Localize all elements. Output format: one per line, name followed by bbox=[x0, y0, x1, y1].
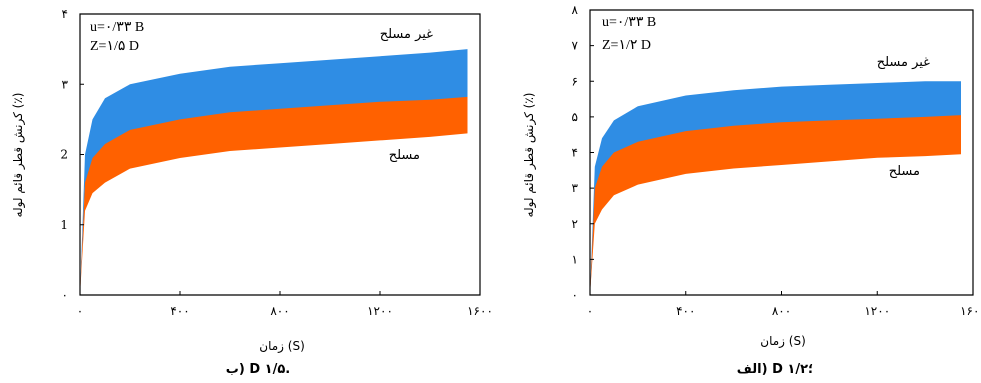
left-x-tick-label: ۸۰۰ bbox=[270, 304, 289, 318]
right-param-z: Z=۱/۲ D bbox=[602, 38, 651, 53]
left-bands bbox=[80, 49, 468, 296]
right-y-tick-label: ۴ bbox=[572, 146, 578, 160]
left-label-unreinforced: غیر مسلح bbox=[380, 27, 433, 42]
left-y-axis-title: کرنش قطر قائم لوله (٪) bbox=[11, 93, 26, 218]
left-x-axis-title: زمان (S) bbox=[259, 339, 305, 354]
right-label-reinforced: مسلح bbox=[889, 164, 920, 179]
left-x-tick-label: ۴۰۰ bbox=[170, 304, 189, 318]
left-x-tick-label: ۱۶۰۰ bbox=[467, 304, 493, 318]
right-x-tick-label: ۴۰۰ bbox=[676, 304, 695, 318]
left-caption: ب) D ۱/۵. bbox=[226, 362, 290, 377]
right-label-unreinforced: غیر مسلح bbox=[877, 55, 930, 70]
right-y-tick-label: ۶ bbox=[572, 74, 578, 88]
left-x-tick-label: ۱۲۰۰ bbox=[367, 304, 393, 318]
right-y-tick-label: ۳ bbox=[572, 181, 579, 195]
right-x-axis-title: زمان (S) bbox=[760, 334, 806, 349]
left-x-tick-label: ۰ bbox=[77, 304, 83, 318]
chart-left: ۰ ۴۰۰ ۸۰۰ ۱۲۰۰ ۱۶۰۰ ۰ 1 2 ۳ ۴ u=۰/۳۳ B Z=۱/۵ D غی… bbox=[11, 7, 493, 377]
left-param-z: Z=۱/۵ D bbox=[90, 39, 139, 54]
right-y-tick-label: ۷ bbox=[572, 39, 579, 53]
right-y-tick-label: ۸ bbox=[572, 3, 579, 17]
right-x-tick-label: ۱۶۰۰ bbox=[960, 304, 981, 318]
right-y-tick-label: ۰ bbox=[572, 288, 578, 302]
right-y-tick-label: ۱ bbox=[572, 252, 578, 266]
right-bands bbox=[590, 81, 961, 295]
right-ticks: ۰ ۴۰۰ ۸۰۰ ۱۲۰۰ ۱۶۰۰ ۰ ۱ ۲ ۳ ۴ ۵ ۶ ۷ ۸ bbox=[572, 3, 981, 318]
right-caption: الف) D ۱/۲؛ bbox=[737, 362, 813, 377]
right-y-tick-label: ۲ bbox=[572, 217, 578, 231]
chart-right: ۰ ۴۰۰ ۸۰۰ ۱۲۰۰ ۱۶۰۰ ۰ ۱ ۲ ۳ ۴ ۵ ۶ ۷ ۸ u=۰/۳۳ B Z=۱/۲ … bbox=[522, 3, 981, 377]
left-label-reinforced: مسلح bbox=[389, 148, 420, 163]
right-y-tick-label: ۵ bbox=[572, 110, 578, 124]
right-param-u: u=۰/۳۳ B bbox=[602, 15, 656, 30]
right-y-axis-title: کرنش قطر قائم لوله (٪) bbox=[522, 93, 537, 218]
left-band-unreinforced bbox=[80, 49, 468, 295]
right-x-tick-label: ۸۰۰ bbox=[772, 304, 791, 318]
left-band-reinforced bbox=[80, 96, 468, 296]
left-y-tick-label: ۴ bbox=[62, 7, 68, 21]
right-band-unreinforced bbox=[590, 81, 961, 295]
right-x-tick-label: ۰ bbox=[587, 304, 593, 318]
left-param-u: u=۰/۳۳ B bbox=[90, 20, 144, 35]
left-y-tick-label: ۰ bbox=[62, 288, 68, 302]
left-y-tick-label: ۳ bbox=[62, 77, 69, 91]
right-band-reinforced bbox=[590, 115, 961, 295]
left-ticks: ۰ ۴۰۰ ۸۰۰ ۱۲۰۰ ۱۶۰۰ ۰ 1 2 ۳ ۴ bbox=[60, 7, 493, 318]
left-y-tick-label: 2 bbox=[60, 148, 68, 162]
left-y-tick-label: 1 bbox=[60, 218, 68, 232]
right-x-tick-label: ۱۲۰۰ bbox=[864, 304, 890, 318]
